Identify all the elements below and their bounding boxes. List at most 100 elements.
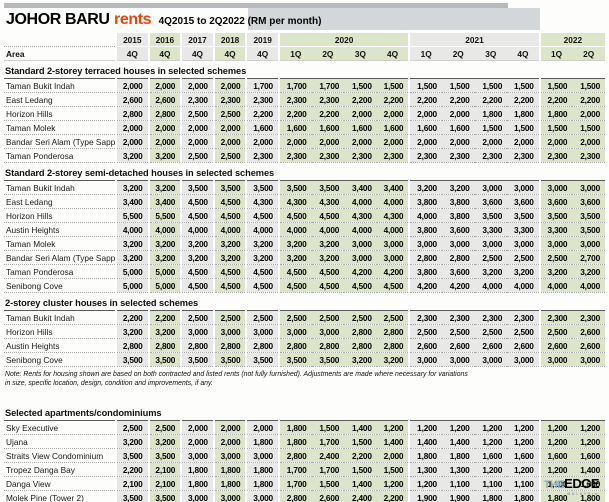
area-column-header: Area xyxy=(4,46,116,61)
logo-subtitle: MALAYSIA xyxy=(567,491,599,496)
area-cell: Senibong Cove xyxy=(4,278,116,293)
value-cell: 4,500 xyxy=(180,264,214,279)
value-cell: 4,500 xyxy=(180,194,214,209)
value-cell: 2,300 xyxy=(538,148,573,163)
table-row: Horizon Hills 3,200 3,200 3,000 3,000 3,000 3,… xyxy=(4,324,605,339)
value-cell: 1,200 xyxy=(376,420,410,436)
value-cell: 3,200 xyxy=(572,264,605,279)
table-row: Straits View Condominium 3,500 3,500 3,000 3… xyxy=(4,448,605,464)
value-cell: 2,100 xyxy=(147,462,182,478)
value-cell: 3,200 xyxy=(147,324,182,339)
section-heading-row: 2-storey cluster houses in selected sche… xyxy=(4,292,605,311)
value-cell: 3,200 xyxy=(115,148,149,163)
title-rents-highlight: rents xyxy=(114,11,152,28)
value-cell: 3,200 xyxy=(115,180,149,195)
value-cell: 2,300 xyxy=(180,92,214,107)
value-cell: 3,000 xyxy=(538,352,573,367)
area-cell: Ujana xyxy=(4,434,116,450)
value-cell: 3,400 xyxy=(147,194,182,209)
value-cell: 2,600 xyxy=(147,92,182,107)
value-cell: 2,800 xyxy=(245,338,279,353)
value-cell: 1,500 xyxy=(538,120,573,135)
value-cell: 2,600 xyxy=(311,490,345,502)
table-row: Ujana 3,200 3,200 2,000 2,000 1,800 1,800 1,700… xyxy=(4,434,605,450)
section-heading: Standard 2-storey terraced houses in sel… xyxy=(4,60,605,79)
value-cell: 3,000 xyxy=(408,352,442,367)
value-cell: 2,000 xyxy=(538,134,573,149)
value-cell: 3,200 xyxy=(277,236,312,251)
value-cell: 2,000 xyxy=(507,134,540,149)
value-cell: 2,200 xyxy=(538,92,573,107)
value-cell: 1,600 xyxy=(538,448,573,464)
value-cell: 3,200 xyxy=(245,236,279,251)
value-cell: 3,000 xyxy=(507,352,540,367)
value-cell: 1,600 xyxy=(344,120,377,135)
year-header: 2017 xyxy=(180,33,214,47)
value-cell: 3,200 xyxy=(538,264,573,279)
section-heading-row: Selected apartments/condominiums xyxy=(4,403,605,422)
table-row: Tropez Danga Bay 2,200 2,100 1,800 1,800 1,80… xyxy=(4,462,605,478)
area-cell: Taman Ponderosa xyxy=(4,148,116,163)
value-cell: 1,500 xyxy=(572,120,605,135)
value-cell: 3,500 xyxy=(572,222,605,237)
value-cell: 2,500 xyxy=(212,106,247,121)
value-cell: 2,800 xyxy=(376,324,410,339)
value-cell: 1,600 xyxy=(572,448,605,464)
rents-table-houses: 2015 2016 2017 2018 2019 2020 2021 2022 Area 4Q 4Q… xyxy=(4,33,605,367)
value-cell: 5,500 xyxy=(147,208,182,223)
value-cell: 2,000 xyxy=(572,106,605,121)
value-cell: 3,000 xyxy=(245,324,279,339)
value-cell: 2,500 xyxy=(441,324,475,339)
value-cell: 1,200 xyxy=(408,420,442,436)
value-cell: 2,200 xyxy=(441,92,475,107)
value-cell: 2,300 xyxy=(474,310,508,325)
table-row: Taman Molek 3,200 3,200 3,200 3,200 3,200 3,20… xyxy=(4,236,605,251)
value-cell: 2,300 xyxy=(572,148,605,163)
value-cell: 4,500 xyxy=(245,208,279,223)
value-cell: 3,000 xyxy=(180,448,214,464)
value-cell: 1,600 xyxy=(311,120,345,135)
value-cell: 3,000 xyxy=(344,250,377,265)
value-cell: 3,000 xyxy=(572,236,605,251)
value-cell: 4,500 xyxy=(277,278,312,293)
area-cell: Molek Pine (Tower 2) xyxy=(4,490,116,502)
value-cell: 3,500 xyxy=(147,448,182,464)
value-cell: 3,000 xyxy=(212,490,247,502)
value-cell: 2,000 xyxy=(311,134,345,149)
value-cell: 2,500 xyxy=(538,324,573,339)
value-cell: 3,000 xyxy=(245,490,279,502)
value-cell: 4,500 xyxy=(212,194,247,209)
value-cell: 3,000 xyxy=(538,236,573,251)
value-cell: 3,200 xyxy=(147,434,182,450)
value-cell: 1,800 xyxy=(180,476,214,492)
value-cell: 2,500 xyxy=(245,310,279,325)
area-cell: Tropez Danga Bay xyxy=(4,462,116,478)
value-cell: 2,100 xyxy=(147,476,182,492)
value-cell: 3,500 xyxy=(115,352,149,367)
value-cell: 2,300 xyxy=(408,148,442,163)
value-cell: 4,500 xyxy=(344,278,377,293)
value-cell: 1,800 xyxy=(277,420,312,436)
value-cell: 2,200 xyxy=(474,92,508,107)
value-cell: 3,200 xyxy=(212,250,247,265)
value-cell: 4,000 xyxy=(408,208,442,223)
value-cell: 1,700 xyxy=(245,78,279,93)
title-period: 4Q2015 to 2Q2022 (RM per month) xyxy=(158,16,322,27)
value-cell: 4,000 xyxy=(538,278,573,293)
value-cell: 2,100 xyxy=(115,476,149,492)
value-cell: 1,100 xyxy=(538,476,573,492)
value-cell: 1,500 xyxy=(538,78,573,93)
value-cell: 3,000 xyxy=(507,236,540,251)
value-cell: 2,000 xyxy=(245,420,279,436)
value-cell: 3,200 xyxy=(245,250,279,265)
value-cell: 4,000 xyxy=(344,194,377,209)
value-cell: 3,500 xyxy=(277,180,312,195)
year-header: 2020 xyxy=(277,33,410,47)
table-row: Molek Pine (Tower 2) 3,500 3,500 3,000 3,000… xyxy=(4,490,605,502)
value-cell: 3,000 xyxy=(180,324,214,339)
value-cell: 1,200 xyxy=(538,434,573,450)
value-cell: 1,500 xyxy=(376,462,410,478)
value-cell: 3,600 xyxy=(538,194,573,209)
value-cell: 2,500 xyxy=(147,420,182,436)
value-cell: 3,500 xyxy=(147,490,182,502)
